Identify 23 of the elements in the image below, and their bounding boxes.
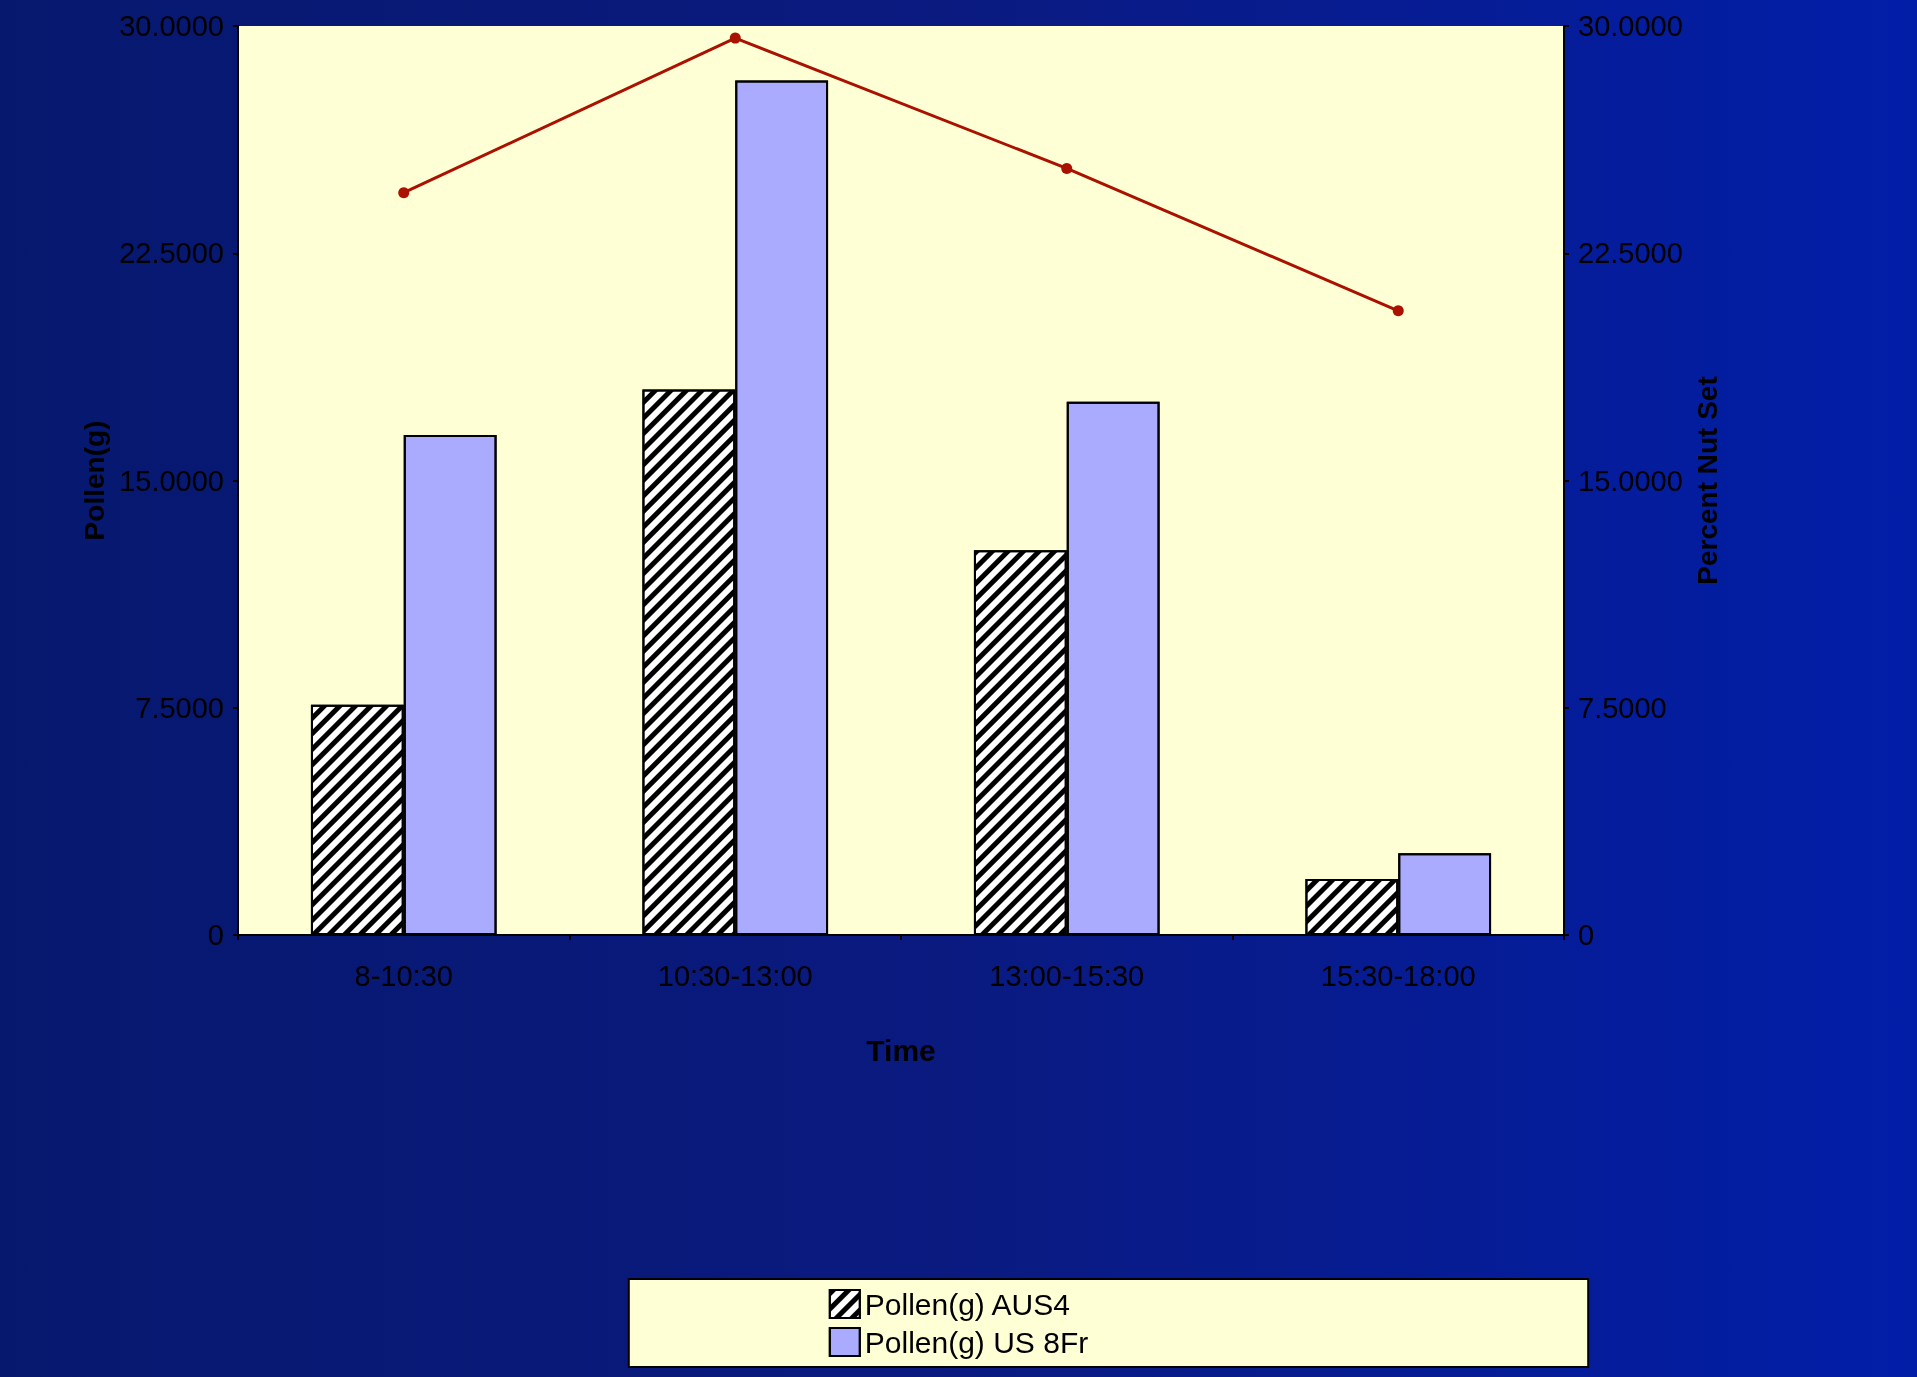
legend-label: Pollen(g) AUS4 <box>864 1287 1070 1321</box>
y2-tick-label: 22.5000 <box>1578 237 1683 270</box>
x-tick-label: 10:30-13:00 <box>657 959 813 992</box>
y-axis-title: Pollen(g) <box>78 420 110 541</box>
point <box>729 32 741 44</box>
x-tick-label: 8-10:30 <box>354 959 453 992</box>
x-axis-title: Time <box>866 1033 936 1067</box>
point <box>1392 305 1404 317</box>
point <box>1061 162 1073 174</box>
point <box>398 187 410 199</box>
y2-tick-label: 7.5000 <box>1578 691 1667 724</box>
y-tick-label: 0 <box>207 919 224 951</box>
y2-tick-label: 30.0000 <box>1578 10 1683 42</box>
legend-label: Pollen(g) US 8Fr <box>864 1325 1089 1359</box>
y-tick-label: 7.5000 <box>135 691 224 724</box>
x-tick-label: 15:30-18:00 <box>1320 959 1476 992</box>
y2-tick-label: 0 <box>1578 919 1595 951</box>
x-tick-label: 13:00-15:30 <box>989 959 1145 992</box>
y2-axis-title: Percent Nut Set <box>1692 376 1724 585</box>
y2-tick-label: 15.0000 <box>1578 464 1683 497</box>
y-tick-label: 15.0000 <box>119 464 224 497</box>
y-tick-label: 30.0000 <box>119 10 224 42</box>
y-tick-label: 22.5000 <box>119 237 224 270</box>
